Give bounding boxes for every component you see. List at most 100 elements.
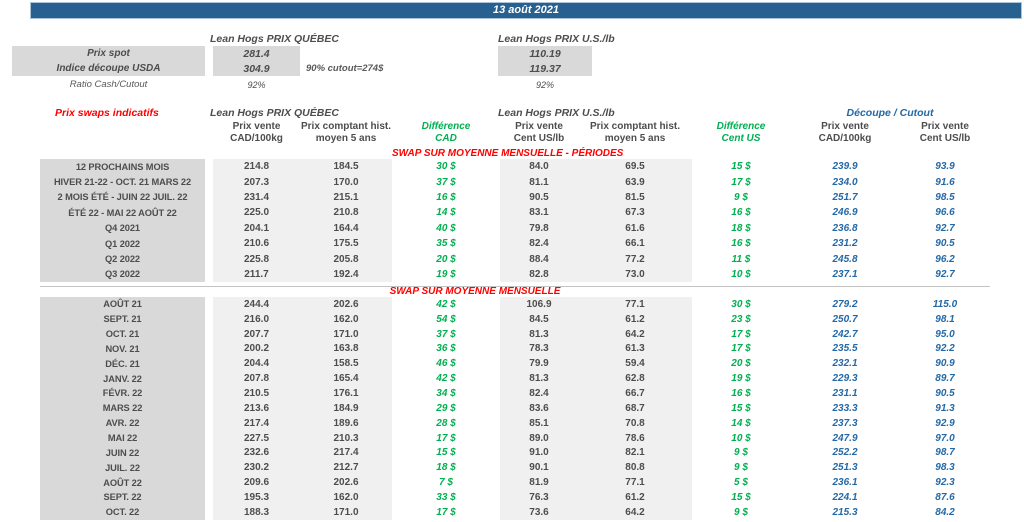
cell: 210.6 xyxy=(213,235,300,252)
cell: 17 $ xyxy=(436,432,456,444)
cell: 227.5 xyxy=(213,430,300,446)
cell: 231.1 xyxy=(832,387,858,399)
col-header-line1: Prix vente xyxy=(232,121,281,132)
cell: 54 $ xyxy=(436,313,456,325)
cell: 192.4 xyxy=(300,266,392,283)
cell: 98.1 xyxy=(935,313,955,325)
cell: 207.3 xyxy=(213,174,300,190)
cell: 81.3 xyxy=(500,326,578,342)
cell: 211.7 xyxy=(213,266,300,283)
cell: 62.8 xyxy=(578,371,692,387)
cell: 98.7 xyxy=(935,447,955,459)
cell: 165.4 xyxy=(300,371,392,387)
cutout-section-title: Découpe / Cutout xyxy=(846,107,934,119)
cell: 19 $ xyxy=(731,373,751,385)
col-header: Prix vente CAD/100kg xyxy=(213,121,300,147)
row-label: AOÛT 22 xyxy=(40,475,205,490)
cell: 82.4 xyxy=(500,386,578,401)
cell: 195.3 xyxy=(213,489,300,505)
cell: 162.0 xyxy=(300,311,392,327)
cell: 40 $ xyxy=(436,222,456,234)
col-header-line1: Différence xyxy=(421,121,471,132)
cell: 210.3 xyxy=(300,430,392,446)
cell: 20 $ xyxy=(731,358,751,370)
col-header-line2: CAD/100kg xyxy=(818,133,872,144)
cell: 35 $ xyxy=(436,238,456,250)
cell: 89.7 xyxy=(935,373,955,385)
row-label: Q1 2022 xyxy=(40,235,205,252)
swaps-us-title: Lean Hogs PRIX U.S./lb xyxy=(498,107,615,119)
cell: 204.1 xyxy=(213,220,300,236)
cutout-note: 90% cutout=274$ xyxy=(306,63,384,74)
cell: 83.1 xyxy=(500,205,578,221)
row-label: OCT. 22 xyxy=(40,504,205,520)
spacer xyxy=(205,386,213,401)
cell: 66.1 xyxy=(578,235,692,252)
cell: 16 $ xyxy=(731,387,751,399)
cell: 279.2 xyxy=(832,298,858,310)
spacer xyxy=(205,251,213,266)
row-label: DÉC. 21 xyxy=(40,356,205,372)
swaps-qc-title: Lean Hogs PRIX QUÉBEC xyxy=(210,107,339,119)
cell: 46 $ xyxy=(436,358,456,370)
cell: 81.1 xyxy=(500,174,578,190)
cell: 59.4 xyxy=(578,356,692,372)
section-divider xyxy=(40,286,990,287)
cell: 231.4 xyxy=(213,189,300,206)
cell: 36 $ xyxy=(436,343,456,355)
cell: 215.1 xyxy=(300,189,392,206)
cell: 92.9 xyxy=(935,417,955,429)
cell: 176.1 xyxy=(300,386,392,401)
col-header-line2: Cent US xyxy=(721,133,761,144)
col-header: Prix vente Cent US/lb xyxy=(500,121,578,147)
cell: 234.0 xyxy=(832,176,858,188)
cell: 66.7 xyxy=(578,386,692,401)
cell: 95.0 xyxy=(935,328,955,340)
spacer xyxy=(205,121,213,147)
spacer xyxy=(205,267,213,282)
col-header: Différence Cent US xyxy=(692,121,790,147)
cell: 92.7 xyxy=(935,222,955,234)
col-header-line1: Prix vente xyxy=(921,121,969,132)
cell: 73.6 xyxy=(500,504,578,520)
col-header: Prix vente Cent US/lb xyxy=(900,121,990,147)
cell: 15 $ xyxy=(731,161,751,173)
row-label: JUIN 22 xyxy=(40,445,205,461)
cell: 162.0 xyxy=(300,489,392,505)
cell: 29 $ xyxy=(436,402,456,414)
monthly-table: AOÛT 21 244.4 202.6 42 $106.9 77.1 30 $279.2 1… xyxy=(40,297,990,520)
cell: 236.8 xyxy=(832,222,858,234)
cell: 92.2 xyxy=(935,343,955,355)
cell: 232.6 xyxy=(213,445,300,461)
date-header-bar: 13 août 2021 xyxy=(30,2,1022,19)
row-label: JANV. 22 xyxy=(40,371,205,387)
summary-qc-title: Lean Hogs PRIX QUÉBEC xyxy=(210,33,339,45)
cell: 80.8 xyxy=(578,460,692,476)
cell: 205.8 xyxy=(300,251,392,267)
cell: 17 $ xyxy=(436,506,456,518)
cell: 14 $ xyxy=(436,207,456,219)
col-header-line1: Différence xyxy=(716,121,766,132)
cell: 158.5 xyxy=(300,356,392,372)
cell: 10 $ xyxy=(731,268,751,280)
spacer xyxy=(205,356,213,371)
cell: 200.2 xyxy=(213,341,300,357)
row-label: SEPT. 21 xyxy=(40,311,205,327)
cell: 23 $ xyxy=(731,313,751,325)
cell: 7 $ xyxy=(439,477,453,489)
monthly-section-banner: SWAP SUR MOYENNE MENSUELLE xyxy=(389,286,561,297)
cell: 213.6 xyxy=(213,400,300,416)
cell: 42 $ xyxy=(436,373,456,385)
cell: 69.5 xyxy=(578,159,692,175)
cell: 230.2 xyxy=(213,460,300,476)
cell: 98.5 xyxy=(935,191,955,203)
spacer xyxy=(205,490,213,505)
cell: 82.4 xyxy=(500,235,578,252)
cell: 30 $ xyxy=(436,161,456,173)
cell: 225.8 xyxy=(213,251,300,267)
cell: 19 $ xyxy=(436,268,456,280)
cell: 82.8 xyxy=(500,266,578,283)
cell: 34 $ xyxy=(436,387,456,399)
cell: 77.1 xyxy=(578,297,692,312)
spacer xyxy=(205,205,213,220)
